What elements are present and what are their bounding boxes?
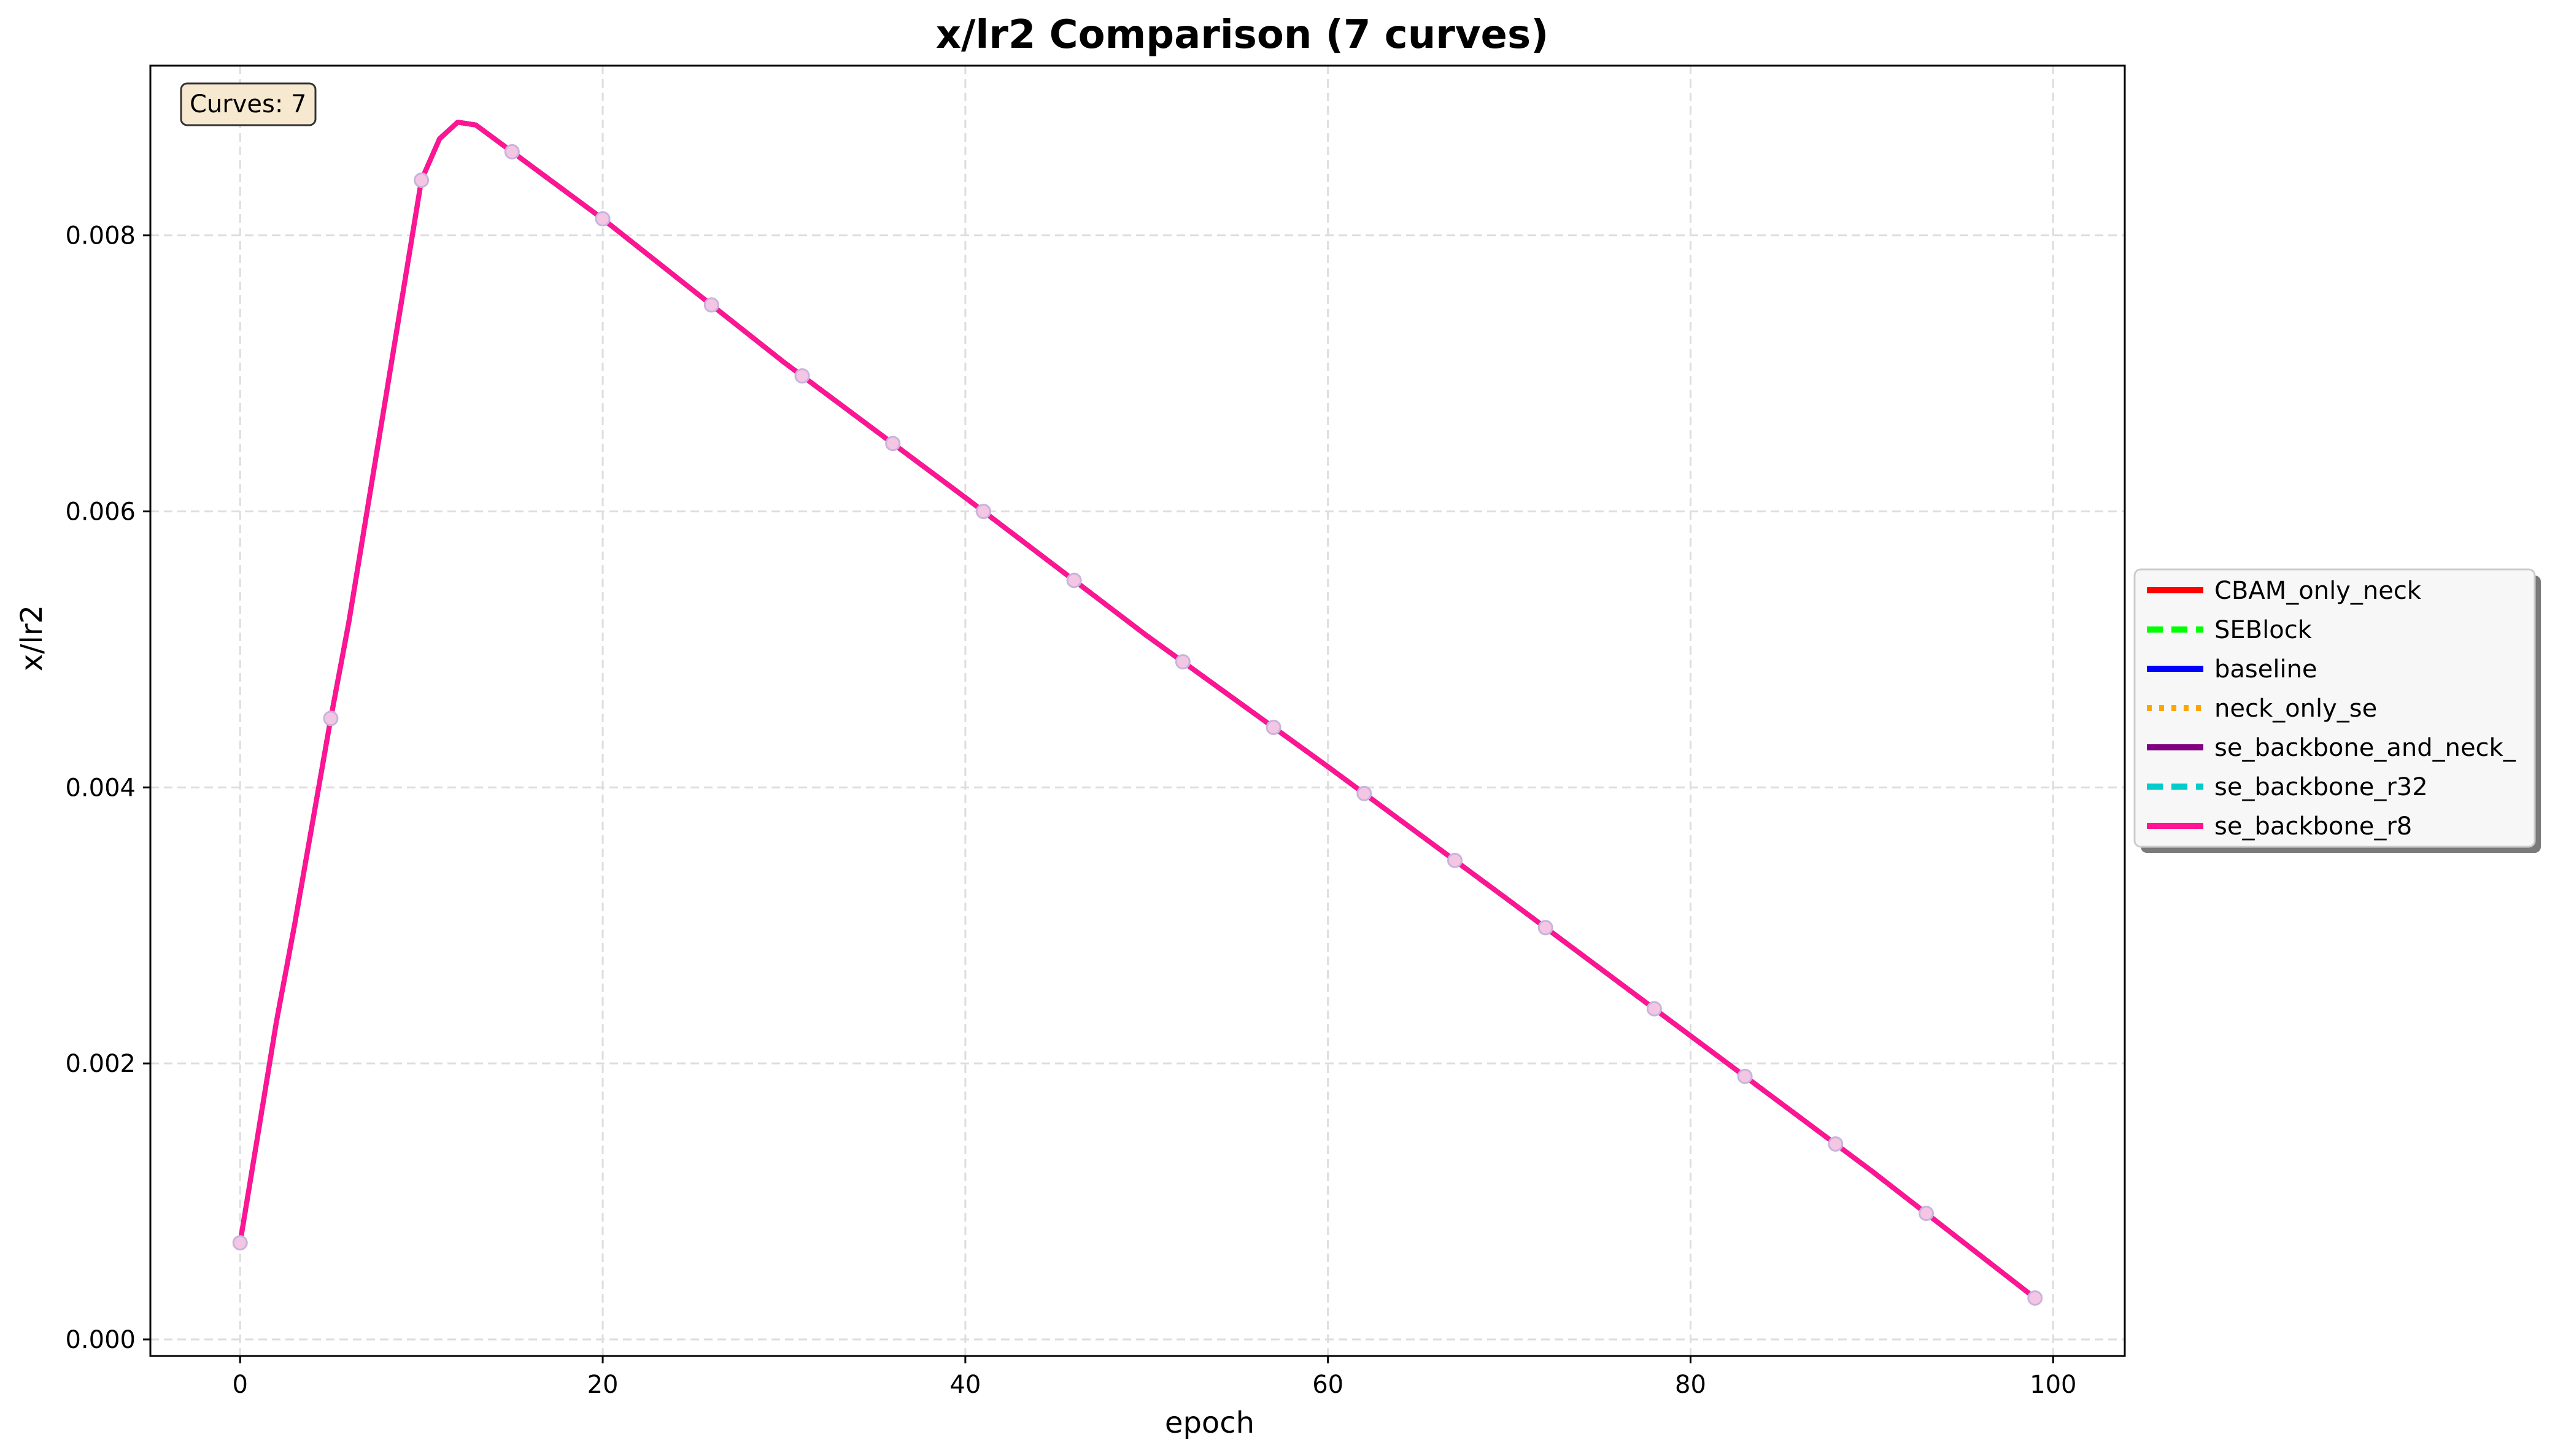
y-tick-label: 0.002 (65, 1050, 136, 1078)
tick-layer: 0 20 40 60 80 100 0.000 0.002 0.004 0.006 0.008 (65, 222, 2076, 1399)
legend-label-se_backbone_r8: se_backbone_r8 (2214, 812, 2412, 841)
x-tick-label: 20 (587, 1371, 619, 1399)
series-marker (975, 503, 991, 519)
series-marker (1828, 1136, 1844, 1152)
series-marker (323, 711, 339, 726)
series-marker (232, 1235, 248, 1251)
annotation-text: Curves: 7 (190, 90, 307, 118)
legend-label-neck_only_se: neck_only_se (2214, 695, 2377, 723)
series-marker (885, 436, 901, 452)
series-marker (504, 144, 520, 160)
series-marker (1919, 1206, 1935, 1222)
series-marker (1737, 1068, 1753, 1084)
legend-label-SEBlock: SEBlock (2214, 616, 2313, 644)
series-marker (414, 172, 430, 188)
x-tick-label: 80 (1675, 1371, 1706, 1399)
series-marker (1066, 572, 1082, 588)
series-line-se_backbone_r8 (238, 120, 2037, 1300)
series-marker (1447, 852, 1463, 868)
chart-title: x/lr2 Comparison (7 curves) (936, 12, 1549, 58)
series-marker (703, 297, 719, 313)
series-marker (1266, 719, 1281, 735)
series-marker (1175, 654, 1191, 670)
curve-count-annotation: Curves: 7 (180, 82, 317, 126)
legend-label-se_backbone_and_neck_: se_backbone_and_neck_ (2214, 734, 2516, 762)
legend-label-baseline: baseline (2214, 655, 2317, 684)
series-marker (1537, 920, 1553, 936)
legend-label-CBAM_only_neck: CBAM_only_neck (2214, 577, 2422, 605)
series-marker (1646, 1001, 1662, 1017)
series-marker (794, 368, 810, 384)
y-tick-label: 0.000 (65, 1326, 136, 1354)
plot-frame (149, 64, 2126, 1357)
x-axis-label: epoch (1165, 1406, 1254, 1440)
x-tick-label: 40 (949, 1371, 981, 1399)
y-tick-label: 0.004 (65, 774, 136, 802)
y-axis-label: x/lr2 (15, 605, 49, 671)
series-marker (595, 211, 611, 227)
y-tick-label: 0.006 (65, 498, 136, 526)
x-tick-label: 100 (2030, 1371, 2076, 1399)
grid-layer (150, 66, 2125, 1356)
legend-items: CBAM_only_neck SEBlock baseline neck_only_s… (2147, 577, 2516, 841)
y-tick-label: 0.008 (65, 222, 136, 250)
legend: CBAM_only_neck SEBlock baseline neck_only_s… (2133, 568, 2541, 853)
series-layer (232, 120, 2043, 1306)
legend-box (2133, 568, 2536, 848)
x-tick-label: 60 (1312, 1371, 1343, 1399)
series-marker (2027, 1290, 2043, 1306)
x-tick-label: 0 (233, 1371, 248, 1399)
legend-label-se_backbone_r32: se_backbone_r32 (2214, 773, 2428, 801)
annotation-box (180, 82, 317, 126)
series-marker (1356, 785, 1372, 801)
